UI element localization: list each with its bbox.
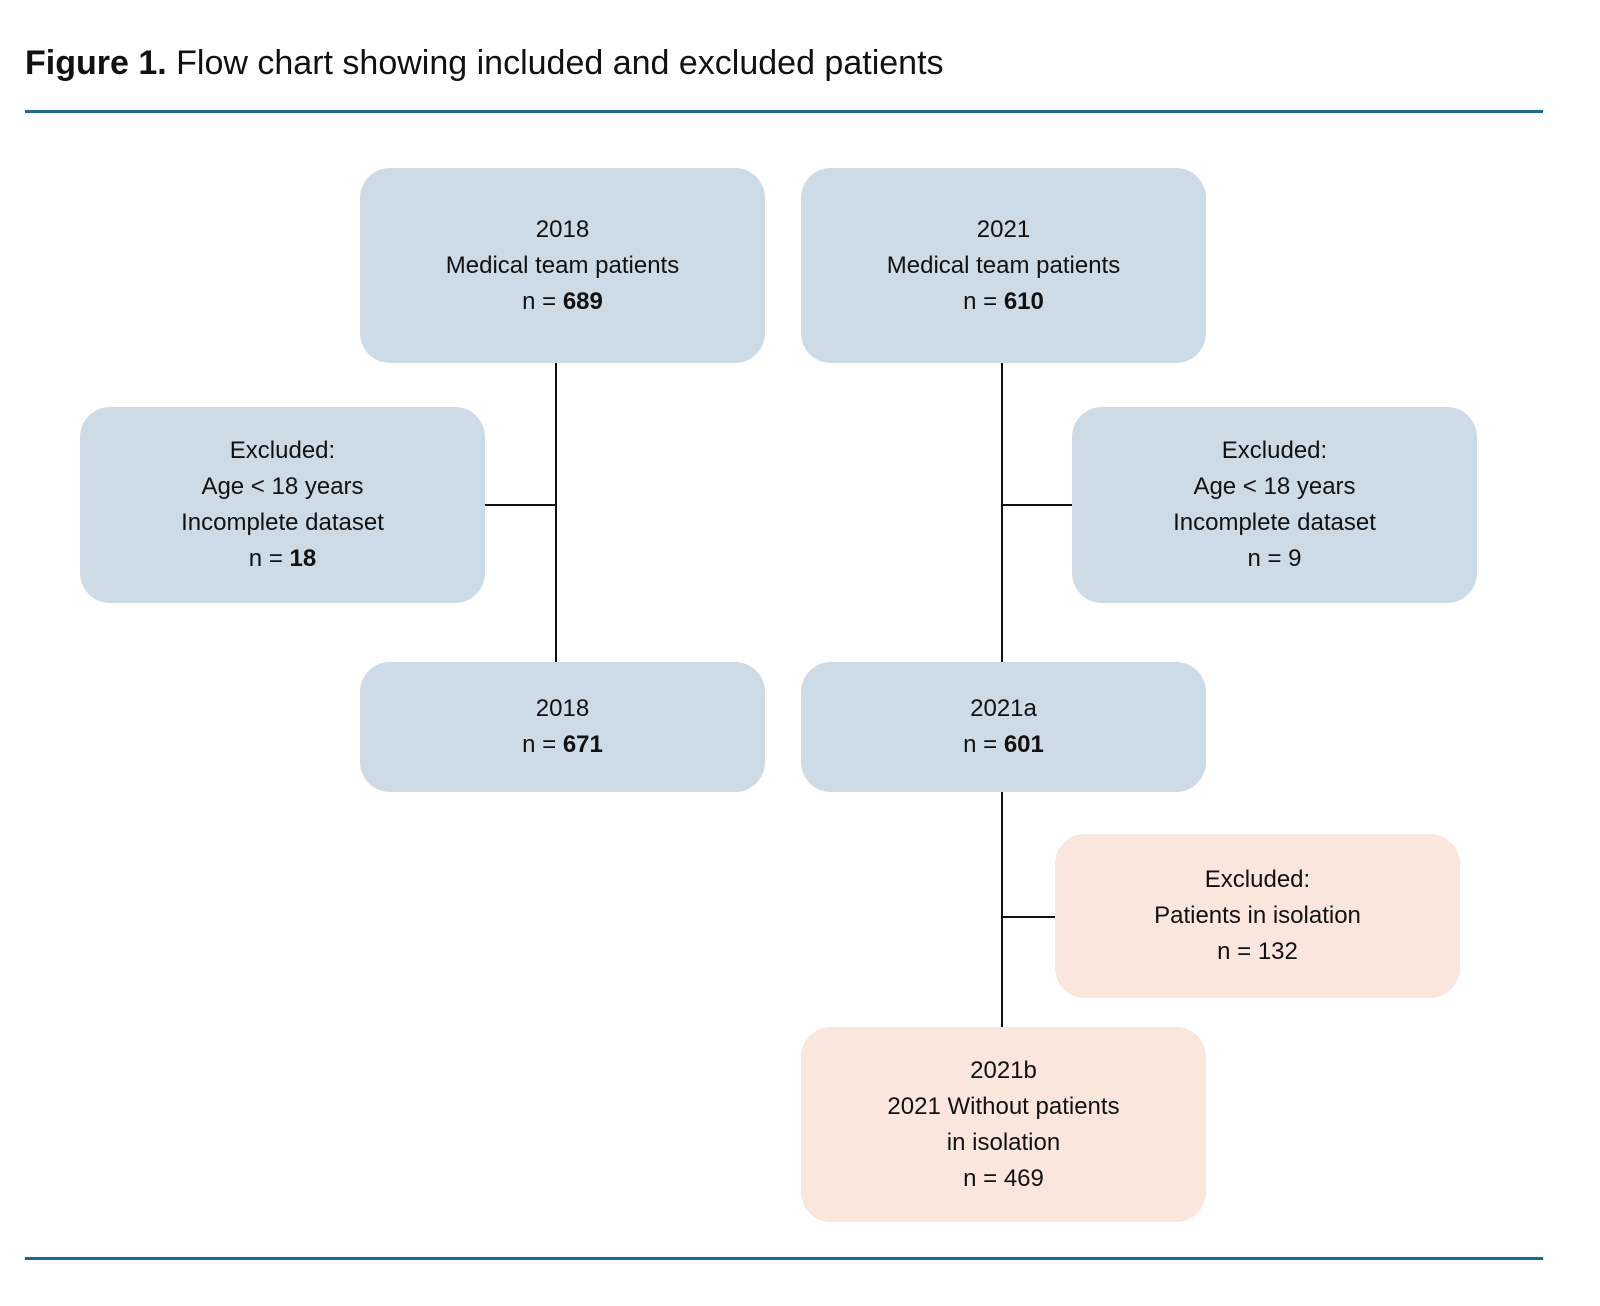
box-line: Incomplete dataset [181, 509, 384, 536]
count-prefix: n = [963, 287, 1004, 315]
box-2018-medical-team: 2018 Medical team patients n = 689 [360, 168, 765, 363]
count-value: 132 [1257, 938, 1298, 965]
box-line: in isolation [946, 1128, 1061, 1156]
count-prefix: n = [1247, 545, 1289, 572]
box-line: 2021 Without patients [887, 1092, 1120, 1120]
box-count: n = 689 [522, 284, 603, 320]
box-line: Excluded: [1204, 866, 1311, 893]
count-prefix: n = [963, 1164, 1004, 1192]
box-line: Excluded: [1221, 437, 1328, 464]
figure-title: Figure 1. Flow chart showing included an… [25, 44, 944, 83]
connector-2021-exclusion [1001, 504, 1072, 506]
count-value: 610 [1003, 287, 1044, 315]
count-prefix: n = [522, 287, 563, 315]
box-2018-final: 2018 n = 671 [360, 662, 765, 792]
count-value: 689 [562, 287, 603, 315]
box-line: 2021a [970, 695, 1037, 722]
connector-2018-exclusion [485, 504, 556, 506]
box-2021a: 2021a n = 601 [801, 662, 1206, 792]
box-line: 2021 [976, 215, 1031, 243]
box-2021-excluded: Excluded: Age < 18 years Incomplete datase… [1072, 407, 1477, 603]
box-line: Age < 18 years [1193, 473, 1356, 500]
count-value: 18 [289, 545, 317, 572]
bottom-rule [25, 1257, 1543, 1260]
count-prefix: n = [248, 545, 290, 572]
connector-isolation-exclusion [1001, 916, 1055, 918]
box-2021b: 2021b 2021 Without patients in isolation n … [801, 1027, 1206, 1222]
box-line: Medical team patients [445, 251, 680, 279]
box-line: Excluded: [229, 437, 336, 464]
count-prefix: n = [1217, 938, 1258, 965]
box-count: n = 18 [249, 541, 316, 577]
box-2021-medical-team: 2021 Medical team patients n = 610 [801, 168, 1206, 363]
box-line: 2018 [535, 695, 590, 722]
count-prefix: n = [963, 731, 1004, 758]
connector-2021-vertical [1001, 363, 1003, 662]
figure-caption: Flow chart showing included and excluded… [176, 44, 944, 82]
top-rule [25, 110, 1543, 113]
box-count: n = 671 [522, 727, 603, 763]
box-count: n = 469 [963, 1161, 1044, 1197]
connector-2021a-vertical [1001, 792, 1003, 1027]
box-line: Medical team patients [886, 251, 1121, 279]
connector-2018-vertical [555, 363, 557, 662]
box-2018-excluded: Excluded: Age < 18 years Incomplete datase… [80, 407, 485, 603]
box-count: n = 9 [1247, 541, 1301, 577]
box-line: Incomplete dataset [1173, 509, 1376, 536]
box-line: Patients in isolation [1154, 902, 1361, 929]
count-value: 671 [562, 731, 603, 758]
count-prefix: n = [522, 731, 563, 758]
box-line: Age < 18 years [201, 473, 364, 500]
count-value: 469 [1003, 1164, 1044, 1192]
box-count: n = 601 [963, 727, 1044, 763]
count-value: 9 [1288, 545, 1302, 572]
box-line: 2021b [970, 1056, 1037, 1084]
box-count: n = 610 [963, 284, 1044, 320]
box-isolation-excluded: Excluded: Patients in isolation n = 132 [1055, 834, 1460, 998]
box-line: 2018 [535, 215, 590, 243]
box-count: n = 132 [1217, 934, 1298, 970]
count-value: 601 [1003, 731, 1044, 758]
figure-label: Figure 1. [25, 44, 167, 82]
